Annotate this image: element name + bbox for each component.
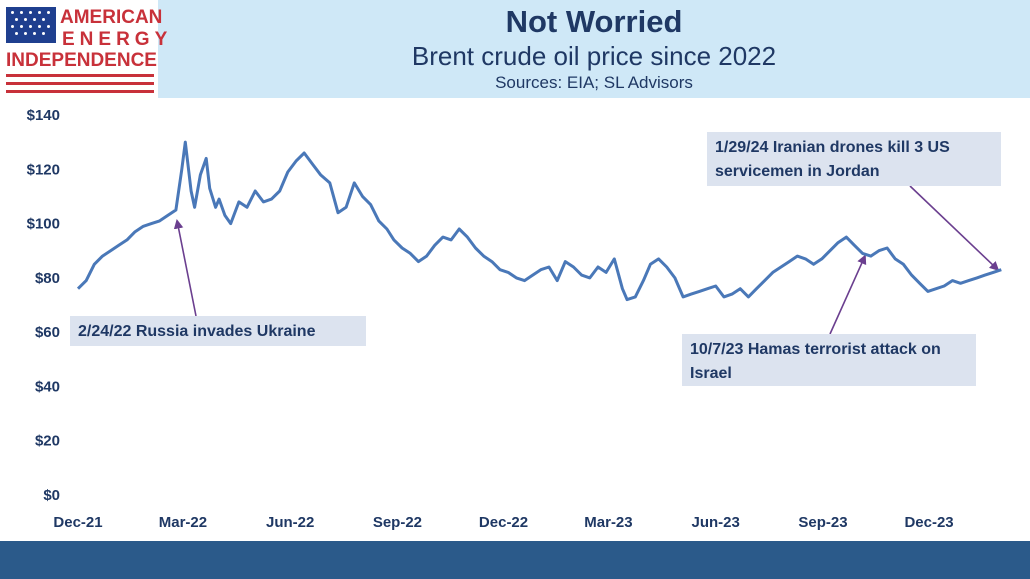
x-tick-label: Dec-22	[479, 514, 528, 531]
y-tick-label: $100	[27, 216, 60, 233]
brent-price-chart: $0 $20 $40 $60 $80 $100 $120 $140 Dec-21 Mar-22 J…	[27, 107, 1002, 531]
y-axis: $0 $20 $40 $60 $80 $100 $120 $140	[27, 107, 60, 504]
x-tick-label: Jun-22	[266, 514, 314, 531]
x-tick-label: Dec-21	[53, 514, 102, 531]
annotation-iran: 1/29/24 Iranian drones kill 3 US service…	[707, 132, 1001, 186]
logo-text-independence: INDEPENDENCE	[6, 50, 157, 71]
chart-subtitle: Brent crude oil price since 2022	[411, 41, 777, 71]
logo-stripe	[6, 90, 154, 93]
y-tick-label: $120	[27, 161, 60, 178]
chart-title: Not Worried	[505, 4, 683, 39]
chart-sources: Sources: EIA; SL Advisors	[495, 73, 693, 92]
brent-price-line	[76, 140, 1002, 302]
american-energy-independence-logo: AMERICAN ENERGY INDEPENDENCE	[4, 4, 167, 96]
y-tick-label: $20	[35, 433, 60, 450]
y-tick-label: $60	[35, 324, 60, 341]
x-tick-label: Jun-23	[692, 514, 740, 531]
x-tick-label: Sep-22	[373, 514, 422, 531]
logo-stripe	[6, 74, 154, 77]
logo-text-american: AMERICAN	[60, 7, 163, 28]
arrow-iran	[909, 185, 1000, 272]
y-tick-label: $80	[35, 270, 60, 287]
annotation-arrows	[173, 185, 1000, 335]
x-axis: Dec-21 Mar-22 Jun-22 Sep-22 Dec-22 Mar-23 Jun-…	[53, 514, 953, 531]
annotation-russia: 2/24/22 Russia invades Ukraine	[70, 316, 366, 346]
logo-text-energy: ENERGY	[62, 29, 173, 50]
x-tick-label: Mar-22	[159, 514, 207, 531]
y-tick-label: $140	[27, 107, 60, 124]
x-tick-label: Sep-23	[798, 514, 847, 531]
footer-bar	[0, 541, 1030, 579]
logo-stripe	[6, 82, 154, 85]
us-flag-icon	[6, 7, 56, 43]
arrow-russia	[173, 218, 197, 317]
x-tick-label: Dec-23	[904, 514, 953, 531]
header-banner: Not Worried Brent crude oil price since …	[158, 0, 1030, 98]
arrow-hamas	[829, 254, 867, 335]
annotation-hamas: 10/7/23 Hamas terrorist attack on Israel	[682, 334, 976, 386]
y-tick-label: $0	[43, 487, 60, 504]
x-tick-label: Mar-23	[584, 514, 632, 531]
y-tick-label: $40	[35, 378, 60, 395]
